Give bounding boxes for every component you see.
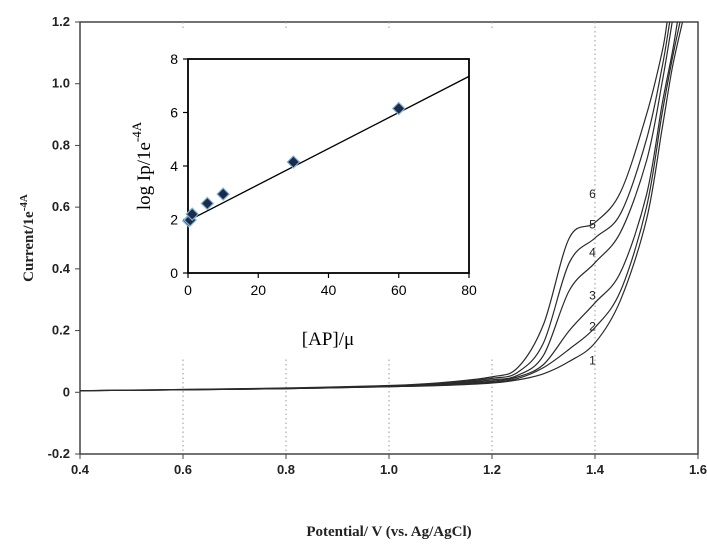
main-y-axis-title-sup: -4A — [18, 194, 30, 211]
inset-y-tick-label: 6 — [170, 105, 178, 121]
inset-plot-frame — [187, 58, 470, 274]
main-y-axis-title-text: Current/1e — [21, 211, 37, 282]
main-y-tick-label: 1.2 — [52, 14, 70, 29]
main-curve-label-6: 6 — [589, 187, 596, 201]
main-y-ticks: -0.2 0 0.2 0.4 0.6 0.8 1.0 1.2 — [48, 14, 80, 461]
main-y-tick-label: 0.4 — [52, 261, 71, 276]
inset-x-tick-label: 40 — [321, 282, 337, 298]
main-curve-label-4: 4 — [589, 246, 596, 260]
main-y-tick-label: 0.8 — [52, 137, 70, 152]
main-curve-label-5: 5 — [589, 218, 596, 232]
inset-fit-line — [187, 75, 470, 222]
inset-x-axis-title: [AP]/μ — [302, 329, 354, 350]
main-y-tick-label: -0.2 — [48, 446, 70, 461]
inset-y-axis-title-text: log Ip/1e — [134, 142, 155, 210]
main-x-tick-label: 1.4 — [586, 462, 605, 477]
main-x-tick-label: 0.8 — [277, 462, 295, 477]
main-x-tick-label: 0.6 — [174, 462, 192, 477]
inset-y-tick-label: 0 — [170, 265, 178, 281]
main-y-tick-label: 1.0 — [52, 76, 70, 91]
inset-y-tick-label: 8 — [170, 51, 178, 67]
main-x-ticks: 0.4 0.6 0.8 1.0 1.2 1.4 1.6 — [71, 454, 707, 477]
main-x-tick-label: 1.6 — [689, 462, 707, 477]
inset-data-point — [185, 207, 200, 221]
main-curve-label-1: 1 — [589, 354, 596, 368]
main-curve-label-2: 2 — [589, 320, 596, 334]
inset-x-tick-label: 20 — [250, 282, 266, 298]
inset-data-point — [391, 101, 406, 116]
inset-y-axis-title-sup: -4A — [129, 121, 144, 142]
inset-data-point — [216, 187, 230, 201]
inset-data-point — [200, 196, 215, 211]
inset-data-point — [286, 155, 301, 169]
inset-x-tick-label: 60 — [391, 282, 407, 298]
inset-y-tick-label: 4 — [170, 158, 178, 174]
main-curve-label-3: 3 — [589, 289, 596, 303]
inset-fit-line-segment — [187, 75, 470, 222]
inset-x-tick-label: 0 — [184, 282, 192, 298]
inset-x-tick-label: 80 — [461, 282, 477, 298]
main-x-tick-label: 1.0 — [380, 462, 398, 477]
main-y-axis-title: Current/1e-4A — [18, 194, 37, 282]
main-y-tick-label: 0 — [63, 384, 70, 399]
main-x-tick-label: 0.4 — [71, 462, 90, 477]
main-y-tick-label: 0.6 — [52, 199, 70, 214]
main-x-axis-title: Potential/ V (vs. Ag/AgCl) — [306, 524, 471, 540]
inset-y-tick-label: 2 — [170, 212, 178, 228]
main-curve-6 — [79, 21, 668, 392]
main-y-tick-label: 0.2 — [52, 323, 70, 338]
inset-x-ticks: 0 20 40 60 80 — [184, 273, 477, 298]
inset-points — [181, 101, 406, 228]
inset-y-axis-title: log Ip/1e-4A — [129, 121, 155, 210]
main-x-tick-label: 1.2 — [483, 462, 501, 477]
main-curve-labels: 1 2 3 4 5 6 — [589, 187, 596, 368]
inset-plot: 0 20 40 60 80 0 2 4 6 8 [AP]/μ log Ip/1e-4A — [112, 30, 510, 358]
main-curves — [79, 21, 684, 392]
